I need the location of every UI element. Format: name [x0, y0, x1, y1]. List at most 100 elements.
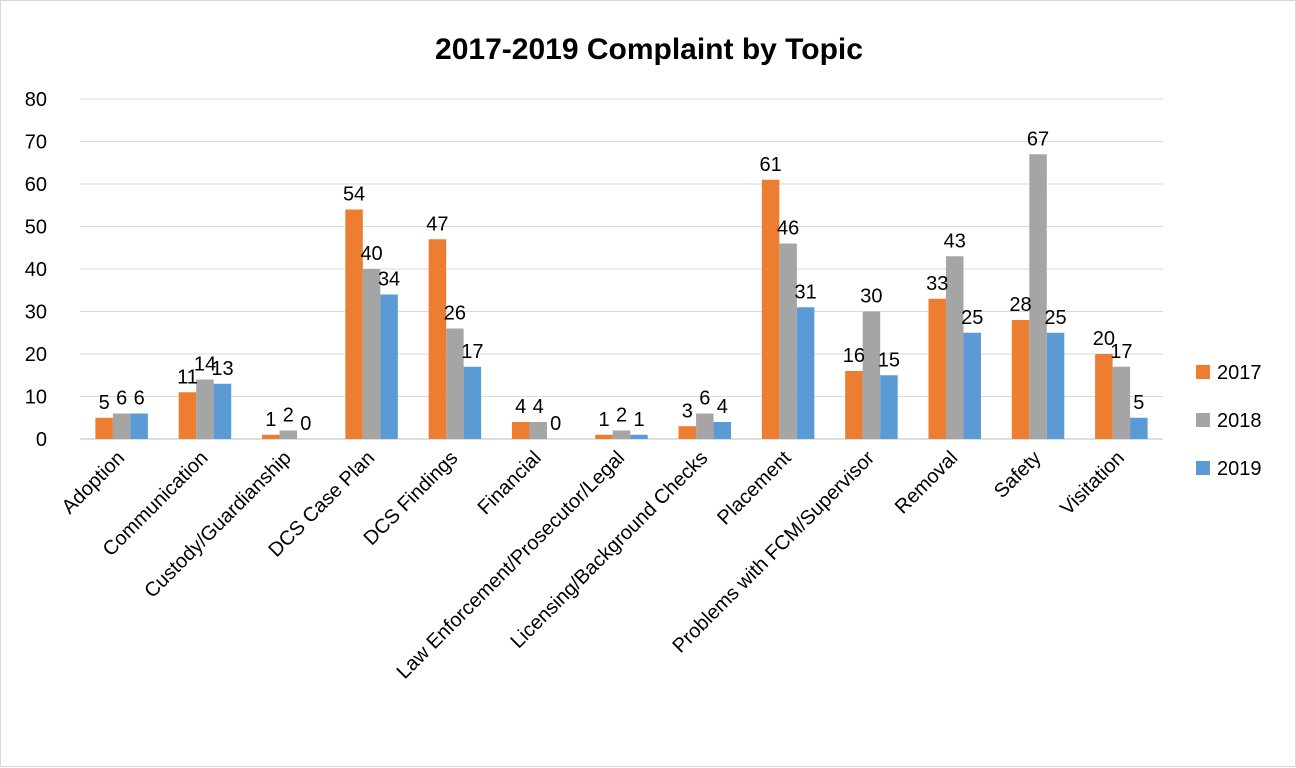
data-label: 25: [961, 307, 983, 329]
bar-2019: [963, 332, 981, 439]
bar-2019: [130, 413, 148, 439]
bar-2018: [196, 379, 214, 439]
x-category-label: Custody/Guardianship: [140, 447, 295, 602]
bar-2019: [630, 434, 648, 439]
bar-2017: [345, 209, 363, 439]
data-label: 61: [759, 154, 781, 176]
legend-label: 2019: [1217, 458, 1262, 480]
data-label: 6: [134, 388, 145, 410]
data-label: 1: [598, 409, 609, 431]
bar-2019: [1130, 417, 1148, 439]
bar-2019: [713, 422, 732, 439]
chart-title: 2017-2019 Complaint by Topic: [435, 33, 863, 66]
data-label: 20: [1093, 328, 1115, 350]
data-label: 43: [944, 230, 966, 252]
data-label: 47: [426, 213, 448, 235]
bar-2017: [845, 371, 863, 439]
bar-2018: [362, 269, 381, 439]
bar-2017: [95, 417, 113, 439]
bar-2017: [678, 426, 697, 439]
data-label: 2: [283, 405, 294, 427]
bar-2017: [1011, 320, 1030, 439]
data-label: 14: [194, 354, 216, 376]
data-label: 13: [211, 358, 233, 380]
y-tick-label: 80: [25, 89, 47, 111]
bar-2019: [1046, 332, 1065, 439]
bar-2017: [761, 179, 780, 439]
bar-2018: [779, 243, 797, 439]
x-category-label: Financial: [474, 447, 546, 519]
bar-2018: [112, 413, 131, 439]
data-label: 40: [360, 243, 382, 265]
bars: [95, 154, 1148, 439]
y-tick-label: 50: [25, 217, 47, 239]
y-tick-label: 10: [25, 387, 47, 409]
data-label: 17: [461, 341, 483, 363]
data-label: 17: [1110, 341, 1132, 363]
legend-label: 2017: [1217, 362, 1262, 384]
bar-2018: [529, 422, 547, 439]
data-label: 1: [633, 409, 644, 431]
data-label: 0: [550, 413, 561, 435]
data-label: 15: [878, 349, 900, 371]
gridlines: [80, 98, 1163, 440]
y-axis-ticks: 0 10 20 30 40 50 60 70 80: [25, 89, 47, 451]
bar-2017: [178, 392, 197, 439]
data-label: 1: [265, 409, 276, 431]
bar-2017: [595, 434, 613, 439]
data-label: 5: [1133, 392, 1144, 414]
legend-swatch-2018: [1196, 413, 1210, 427]
y-tick-label: 40: [25, 259, 47, 281]
legend-swatch-2019: [1196, 461, 1210, 475]
data-label: 28: [1009, 294, 1031, 316]
y-tick-label: 60: [25, 174, 47, 196]
y-tick-label: 30: [25, 302, 47, 324]
data-label: 54: [343, 184, 365, 206]
data-label: 30: [860, 286, 882, 308]
x-category-label: Adoption: [58, 447, 129, 518]
y-tick-label: 20: [25, 344, 47, 366]
x-category-label: Removal: [891, 447, 962, 518]
bar-2017: [928, 298, 946, 439]
x-category-label: Placement: [713, 447, 796, 530]
data-label: 34: [378, 269, 400, 291]
x-category-label: Safety: [990, 447, 1046, 503]
data-label: 6: [116, 388, 127, 410]
data-label: 33: [926, 273, 948, 295]
data-label: 46: [777, 218, 799, 240]
bar-2018: [1112, 366, 1131, 439]
data-label: 6: [699, 388, 710, 410]
legend-label: 2018: [1217, 410, 1262, 432]
data-label: 0: [300, 413, 311, 435]
y-tick-label: 70: [25, 132, 47, 154]
data-label: 16: [843, 345, 865, 367]
bar-2018: [279, 430, 298, 439]
bar-2018: [696, 413, 714, 439]
data-label: 2: [616, 405, 627, 427]
bar-2019: [213, 383, 232, 439]
x-axis-categories: AdoptionCommunicationCustody/Guardianshi…: [58, 447, 1129, 684]
data-label: 67: [1027, 128, 1049, 150]
bar-2019: [880, 375, 898, 439]
bar-2019: [463, 366, 482, 439]
bar-2017: [511, 422, 530, 439]
data-label: 31: [794, 281, 816, 303]
bar-2018: [945, 256, 964, 439]
legend-swatch-2017: [1196, 365, 1210, 379]
y-tick-label: 0: [36, 429, 47, 451]
data-label: 26: [444, 303, 466, 325]
bar-2019: [380, 294, 398, 439]
data-label: 4: [533, 396, 544, 418]
bar-2017: [1095, 354, 1113, 439]
bar-2018: [862, 311, 881, 439]
data-label: 4: [515, 396, 526, 418]
data-label: 3: [682, 400, 693, 422]
bar-2018: [446, 328, 464, 439]
data-label: 5: [99, 392, 110, 414]
data-label: 11: [177, 366, 198, 388]
bar-2019: [796, 307, 815, 439]
bar-2018: [612, 430, 631, 439]
